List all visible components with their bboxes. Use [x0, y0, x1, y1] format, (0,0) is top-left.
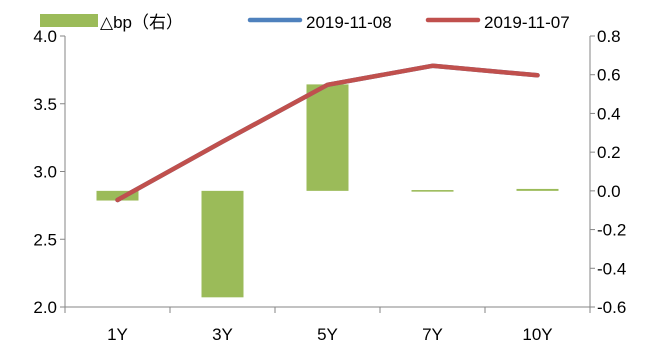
y-right-tick-label: -0.2	[597, 221, 626, 240]
legend-label: △bp（右）	[100, 13, 183, 32]
bar-5y	[307, 84, 349, 190]
legend-item-1: △bp（右）	[40, 13, 183, 32]
legend-swatch-bar	[40, 14, 98, 27]
x-tick-label-1y: 1Y	[107, 325, 128, 344]
y-right-tick-label: -0.6	[597, 298, 626, 317]
x-tick-label-5y: 5Y	[317, 325, 338, 344]
bar-series	[97, 84, 559, 297]
y-right-tick-label: 0.2	[597, 143, 621, 162]
y-left-tick-label: 4.0	[33, 27, 57, 46]
y-left-tick-label: 3.0	[33, 163, 57, 182]
bar-3y	[202, 191, 244, 297]
y-right-tick-label: 0.0	[597, 182, 621, 201]
legend-label: 2019-11-08	[306, 13, 392, 32]
x-tick-label-10y: 10Y	[522, 325, 552, 344]
y-left-tick-label: 2.0	[33, 298, 57, 317]
bar-10y	[517, 189, 559, 191]
y-right-tick-label: 0.4	[597, 104, 621, 123]
x-tick-label-7y: 7Y	[422, 325, 443, 344]
legend-item-3: 2019-11-07	[428, 13, 570, 32]
legend-item-2: 2019-11-08	[250, 13, 392, 32]
y-right-tick-label: 0.8	[597, 27, 621, 46]
legend-label: 2019-11-07	[484, 13, 570, 32]
y-left-tick-label: 3.5	[33, 95, 57, 114]
y-left-tick-label: 2.5	[33, 230, 57, 249]
x-tick-label-3y: 3Y	[212, 325, 233, 344]
legend: △bp（右） 2019-11-08 2019-11-07	[40, 13, 570, 32]
y-right-tick-label: -0.4	[597, 259, 626, 278]
bar-7y	[412, 190, 454, 192]
y-right-tick-label: 0.6	[597, 66, 621, 85]
